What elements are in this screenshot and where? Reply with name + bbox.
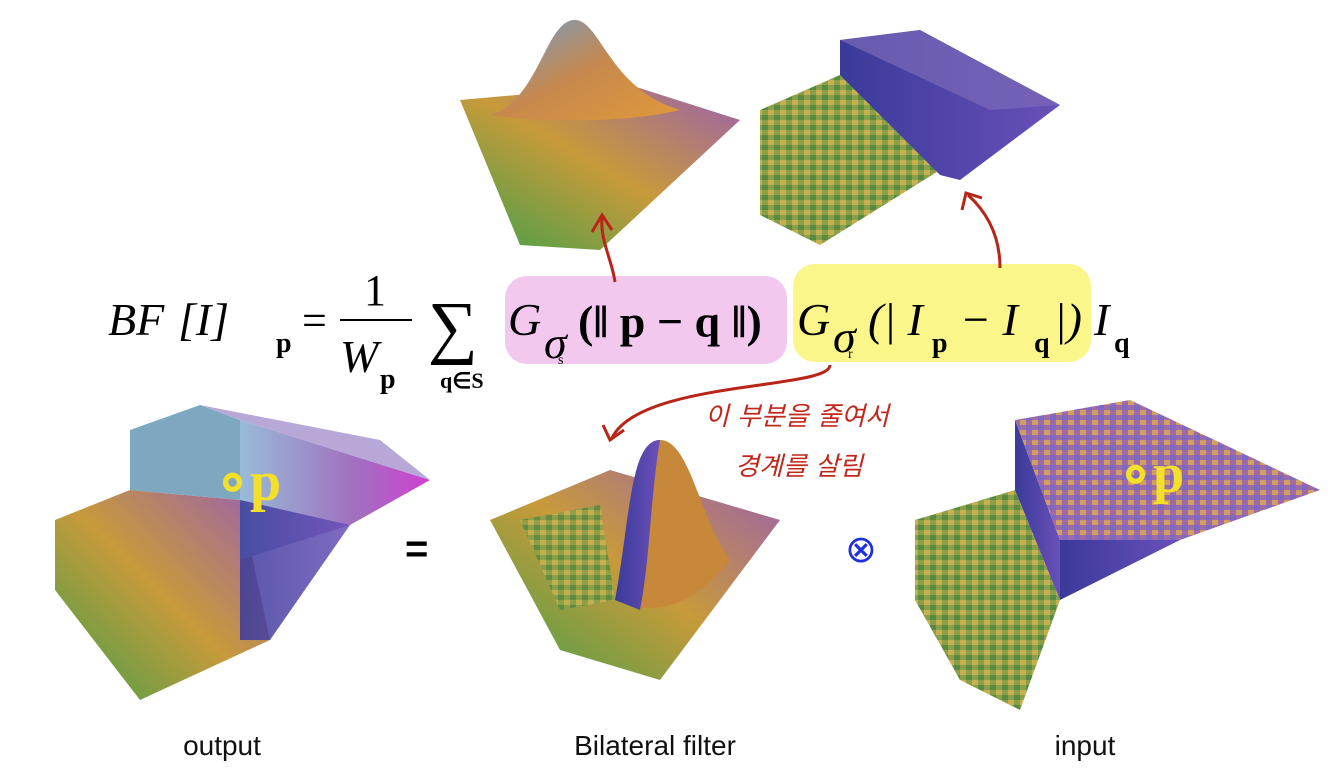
formula-sub: p	[380, 364, 396, 395]
formula-sub: p	[276, 328, 292, 359]
formula-sum: ∑	[428, 289, 478, 366]
formula-bracket: [I]	[178, 294, 229, 345]
caption: output	[183, 730, 261, 761]
arrow	[966, 193, 1002, 269]
formula-sigma-sub: s	[558, 353, 563, 368]
formula-arg: |)	[1054, 294, 1082, 345]
range-step-surface	[760, 30, 1060, 245]
bilateral-kernel-surface	[490, 440, 780, 680]
operator: ⊗	[845, 527, 877, 571]
range-highlight	[793, 264, 1091, 362]
formula-sub: p	[932, 328, 948, 359]
output-surface	[55, 405, 430, 700]
arrow-head	[590, 212, 614, 233]
formula-kernel: G	[797, 294, 830, 345]
formula: BF [I] p = 1 W p ∑ q∈S G σ s (‖ p − q ‖)…	[108, 266, 1130, 395]
formula-sub: q	[1114, 328, 1130, 359]
formula-arg: (| I	[868, 294, 925, 345]
point-label: ∘p	[1118, 443, 1184, 505]
formula-lhs: BF	[108, 294, 165, 345]
formula-arg: − I	[960, 294, 1021, 345]
arrow-head	[601, 424, 625, 443]
equation-sign: =	[405, 527, 428, 571]
formula-sigma-sub: r	[848, 347, 853, 362]
arrow	[600, 217, 617, 283]
formula-sum-sub: q∈S	[440, 368, 484, 393]
point-label: ∘p	[215, 451, 281, 513]
arrow-head	[960, 191, 983, 211]
formula-arg: (‖ p − q ‖)	[578, 296, 762, 347]
arrows	[590, 191, 1002, 443]
caption: Bilateral filter	[574, 730, 736, 761]
formula-numerator: 1	[364, 266, 386, 315]
caption: input	[1055, 730, 1116, 761]
formula-sigma: σ	[833, 311, 858, 362]
formula-intensity: I	[1093, 294, 1112, 345]
formula-denominator: W	[340, 331, 382, 382]
formula-kernel: G	[508, 294, 541, 345]
annotation: 경계를 살림	[735, 452, 865, 482]
input-surface	[915, 400, 1320, 710]
formula-sub: q	[1034, 328, 1050, 359]
formula-sigma: σ	[544, 317, 569, 368]
annotation: 이 부분을 줄여서	[705, 402, 892, 432]
spatial-highlight	[505, 276, 787, 364]
arrow	[610, 364, 832, 439]
spatial-gaussian-surface	[460, 20, 740, 250]
formula-equals: =	[302, 296, 327, 345]
